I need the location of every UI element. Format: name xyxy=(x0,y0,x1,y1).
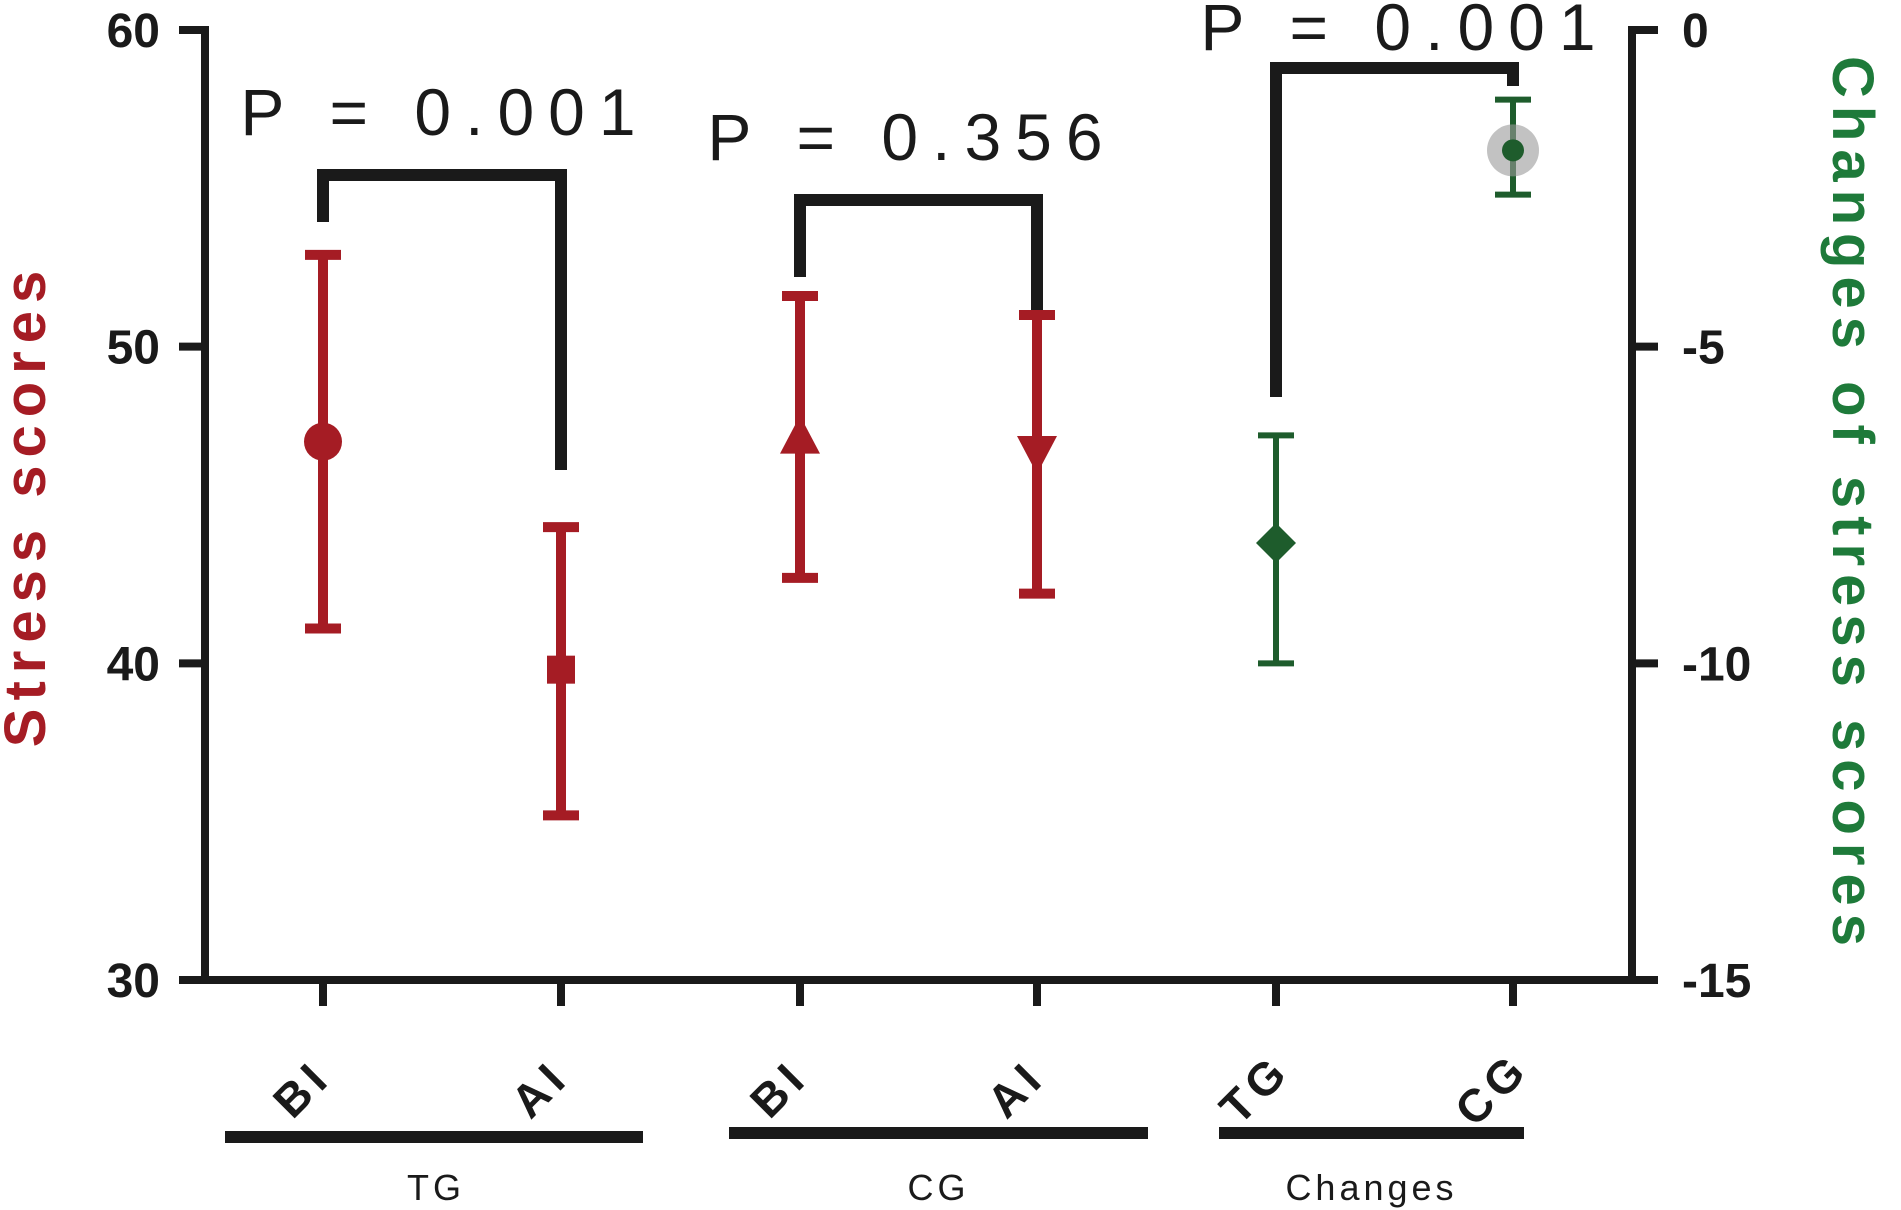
comparison-bracket xyxy=(1270,62,1519,397)
right-tick-label: 0 xyxy=(1682,5,1709,58)
comparison-bracket xyxy=(794,194,1043,312)
right-tick-label: -5 xyxy=(1682,322,1725,375)
left-tick-label: 60 xyxy=(107,5,160,58)
group-label: Changes xyxy=(1285,1167,1457,1208)
left-axis-title: Stress scores xyxy=(0,263,58,747)
right-axis-title: Changes of stress scores xyxy=(1820,56,1885,954)
left-tick-label: 40 xyxy=(107,638,160,691)
data-point xyxy=(780,415,820,454)
group-label: TG xyxy=(407,1167,465,1208)
p-value-label: P = 0.001 xyxy=(1200,0,1609,64)
data-point xyxy=(1017,436,1057,474)
category-label: CG xyxy=(1445,1042,1539,1136)
category-label: AI xyxy=(501,1050,579,1128)
right-tick-label: -15 xyxy=(1682,955,1751,1008)
data-point xyxy=(304,422,342,461)
category-label: BI xyxy=(263,1050,341,1128)
p-value-label: P = 0.356 xyxy=(707,100,1116,174)
left-tick-label: 30 xyxy=(107,955,160,1008)
category-label: BI xyxy=(740,1050,818,1128)
data-point xyxy=(547,655,575,684)
category-label: TG xyxy=(1209,1043,1299,1133)
group-label: CG xyxy=(908,1167,970,1208)
data-point xyxy=(1502,139,1524,162)
right-tick-label: -10 xyxy=(1682,638,1751,691)
p-value-label: P = 0.001 xyxy=(240,75,649,149)
category-label: AI xyxy=(977,1050,1055,1128)
left-tick-label: 50 xyxy=(107,322,160,375)
comparison-bracket xyxy=(317,169,567,470)
data-point xyxy=(1256,523,1296,563)
